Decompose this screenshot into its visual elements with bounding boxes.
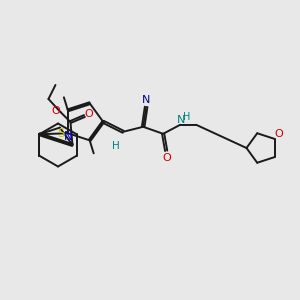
Text: N: N	[177, 115, 185, 125]
Text: O: O	[51, 106, 60, 116]
Text: O: O	[84, 109, 93, 119]
Text: H: H	[112, 141, 120, 151]
Text: O: O	[274, 129, 283, 139]
Text: N: N	[142, 95, 150, 105]
Text: O: O	[163, 153, 172, 163]
Text: N: N	[64, 130, 73, 143]
Text: S: S	[57, 127, 64, 140]
Text: H: H	[184, 112, 191, 122]
